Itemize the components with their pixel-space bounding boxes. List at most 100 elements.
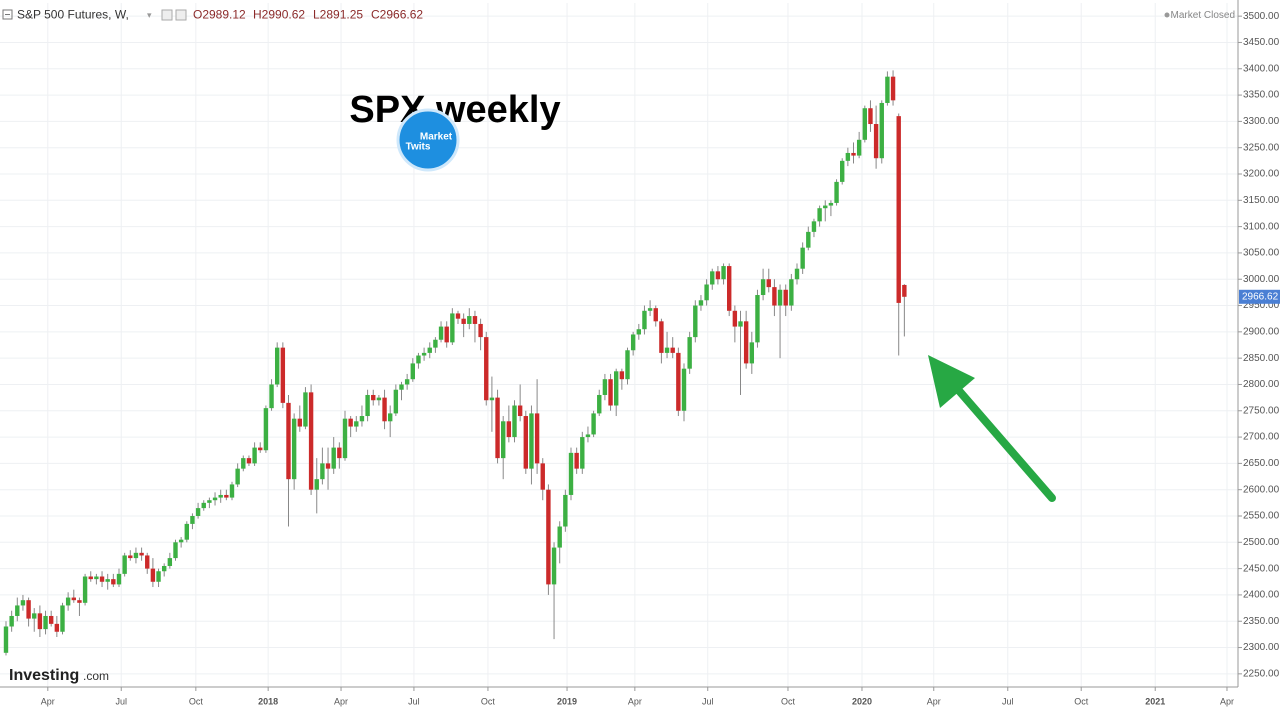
x-tick-label: 2019 — [557, 696, 577, 706]
candle-body — [308, 392, 314, 490]
candle-body — [636, 329, 642, 335]
candle-body — [88, 576, 93, 580]
candle-body — [9, 615, 14, 627]
candle-body — [721, 266, 726, 280]
arrow-head — [928, 355, 975, 408]
candle-body — [676, 352, 681, 411]
candle-body — [659, 321, 664, 353]
candle-body — [811, 221, 817, 232]
candle-body — [274, 347, 280, 385]
candle-body — [161, 565, 167, 572]
candle-body — [190, 516, 195, 524]
candle-body — [625, 350, 630, 380]
candle-body — [597, 394, 602, 414]
candle-body — [902, 284, 907, 297]
candle-body — [128, 555, 133, 559]
instrument-title: S&P 500 Futures, W, — [17, 8, 129, 22]
x-tick-label: Jul — [408, 696, 420, 706]
dropdown-arrow[interactable]: ▾ — [147, 10, 152, 20]
candle-body — [94, 576, 99, 580]
candle-body — [235, 468, 240, 485]
candle-body — [111, 579, 116, 585]
x-tick-label: Apr — [927, 696, 941, 706]
candle-body — [670, 347, 675, 353]
candle-body — [687, 337, 692, 369]
x-tick-label: Jul — [702, 696, 714, 706]
x-tick-label: Apr — [628, 696, 642, 706]
y-tick-label: 2400.00 — [1243, 590, 1280, 601]
candle-body — [286, 402, 291, 480]
candle-body — [404, 379, 410, 385]
close-icon[interactable] — [175, 9, 187, 21]
candle-body — [65, 597, 71, 606]
arrow-shaft — [944, 374, 1056, 502]
candle-body — [614, 371, 619, 406]
y-tick-label: 2450.00 — [1243, 563, 1280, 574]
candle-body — [817, 208, 822, 222]
candle-body — [450, 313, 455, 343]
candle-body — [551, 547, 557, 585]
y-tick-label: 3350.00 — [1243, 90, 1280, 101]
candle-body — [534, 413, 540, 464]
candle-body — [704, 284, 709, 301]
candle-body — [868, 108, 873, 125]
candle-body — [501, 421, 506, 459]
market-status: Market Closed — [1171, 10, 1235, 21]
settings-icon[interactable] — [161, 9, 173, 21]
candle-body — [885, 76, 890, 103]
candle-body — [320, 463, 325, 480]
x-tick-label: 2018 — [258, 696, 278, 706]
candle-body — [472, 316, 478, 324]
logo-text: Twits — [406, 142, 431, 153]
candle-body — [489, 397, 495, 401]
candle-body — [484, 337, 489, 401]
candle-body — [195, 508, 201, 516]
candle-body — [3, 626, 9, 653]
candle-body — [371, 394, 376, 401]
candle-body — [133, 552, 139, 559]
candle-body — [523, 416, 529, 469]
y-tick-label: 2650.00 — [1243, 458, 1280, 469]
y-tick-label: 2250.00 — [1243, 668, 1280, 679]
candle-body — [568, 452, 574, 495]
candle-body — [444, 326, 449, 343]
candle-body — [529, 413, 534, 469]
candle-body — [150, 568, 156, 582]
ohlc-close: C2966.62 — [371, 8, 423, 22]
candle-body — [178, 539, 184, 543]
y-tick-label: 3450.00 — [1243, 37, 1280, 48]
candle-body — [630, 334, 636, 351]
candle-body — [145, 555, 150, 569]
y-tick-label: 2350.00 — [1243, 616, 1280, 627]
x-tick-label: Jul — [1002, 696, 1014, 706]
candles — [3, 70, 907, 656]
candle-body — [862, 108, 868, 140]
candle-body — [376, 397, 382, 401]
y-tick-label: 2750.00 — [1243, 405, 1280, 416]
candle-body — [387, 413, 393, 422]
status-dot — [1164, 12, 1170, 18]
candle-body — [421, 352, 427, 356]
candle-body — [834, 181, 839, 203]
y-tick-label: 2300.00 — [1243, 642, 1280, 653]
candle-body — [664, 347, 670, 353]
candle-body — [602, 379, 608, 395]
candle-body — [851, 152, 856, 156]
candle-body — [348, 418, 353, 427]
candle-body — [241, 458, 246, 469]
candle-body — [291, 418, 297, 480]
candle-body — [297, 418, 302, 427]
candle-body — [455, 313, 461, 319]
collapse-icon[interactable] — [2, 9, 13, 20]
x-tick-label: Apr — [41, 696, 55, 706]
candle-body — [828, 202, 834, 206]
candle-body — [438, 326, 444, 340]
x-tick-label: Apr — [1220, 696, 1234, 706]
candle-body — [806, 231, 811, 248]
candle-body — [229, 484, 235, 498]
y-tick-label: 2550.00 — [1243, 511, 1280, 522]
x-tick-label: 2021 — [1145, 696, 1165, 706]
candle-body — [20, 600, 26, 606]
candle-body — [15, 605, 20, 616]
candle-body — [224, 494, 229, 498]
